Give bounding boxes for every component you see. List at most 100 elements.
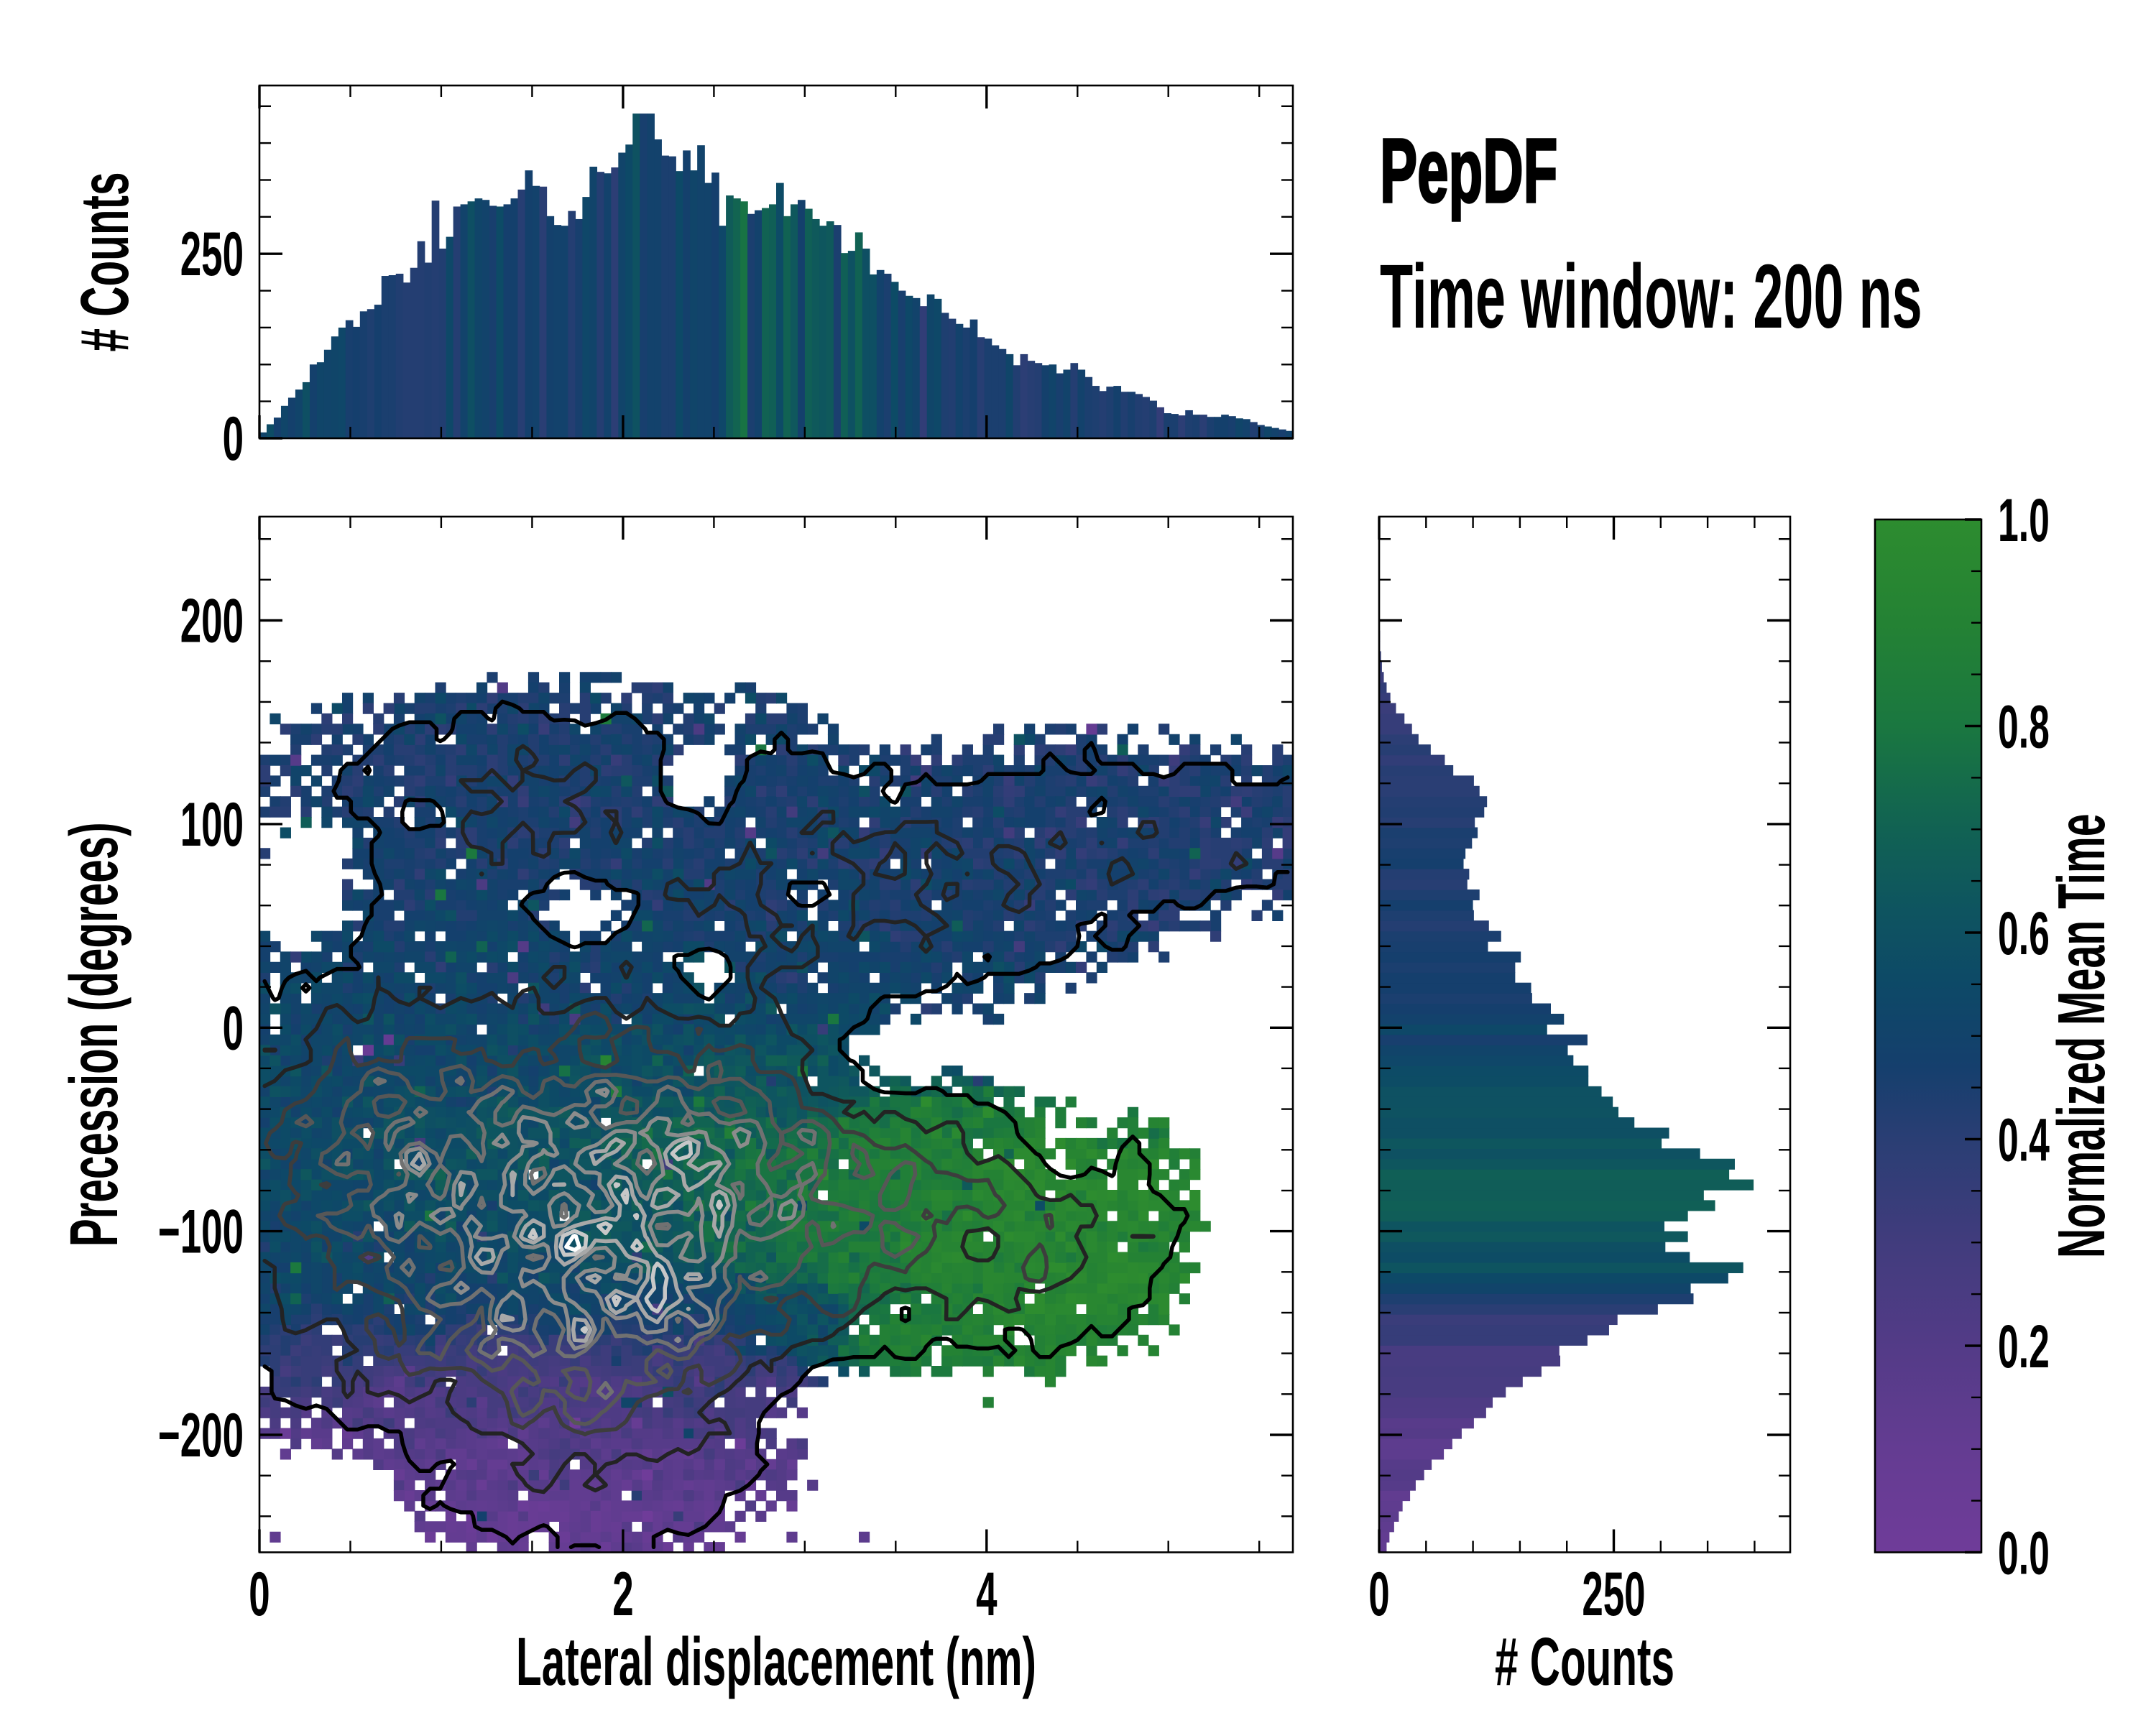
right-hist-bar [1379,1521,1394,1533]
top-hist-bar [726,195,734,438]
top-hist-bar [1156,407,1164,438]
right-hist-bar [1379,930,1501,942]
contour-level-8 [564,1234,581,1252]
right-hist-bar [1379,1334,1588,1346]
top-hist-bar [259,432,267,438]
right-hist-bar [1379,1221,1664,1232]
right-hist-bar [1379,1065,1589,1077]
top-hist-bar [367,309,375,438]
top-hist-bar [1228,416,1236,438]
right-hist-bar [1379,1366,1542,1377]
top-hist-bar [632,114,640,438]
right-hist-bar [1379,1158,1735,1170]
right-hist-bar [1379,900,1473,911]
top-hist-bar [266,424,275,438]
svg-text:0: 0 [249,1560,270,1629]
top-hist-bar [474,198,483,438]
svg-text:−100: −100 [158,1198,244,1267]
right-hist-bar [1379,1086,1602,1097]
top-hist-bar [381,276,390,438]
top-hist-bar [604,173,612,438]
top-hist-bar [618,152,626,438]
top-hist-bar [460,204,469,438]
top-hist-bar [1257,425,1265,438]
top-hist-yaxis-label: # Counts [66,172,142,352]
top-hist-bar [984,338,992,438]
right-histogram-panel [1378,515,1792,1553]
contour-level-3 [294,1060,921,1426]
heatmap-cell-layer [642,1086,1025,1357]
right-hist-bar [1379,1231,1688,1242]
colorbar-tick-label: 0.4 [1998,1106,2050,1174]
svg-text:1.0: 1.0 [1998,486,2050,554]
right-hist-bar [1379,993,1532,1004]
top-hist-bar [905,295,913,438]
right-histogram-bars [1379,630,1754,1553]
top-hist-bar [331,336,339,438]
heatmap-cell-layer [259,693,1222,1367]
right-hist-bar [1379,1024,1547,1035]
top-hist-bar [539,186,548,438]
top-hist-bar [647,114,655,438]
top-hist-bar [582,197,591,438]
right-hist-xtick-label: 0 [1368,1560,1389,1629]
colorbar-label: Normalized Mean Time [2045,813,2119,1258]
top-hist-bar [811,218,820,438]
right-hist-bar [1379,713,1405,724]
top-hist-bar [1056,373,1064,438]
svg-text:0: 0 [223,994,244,1063]
right-hist-bar [1379,1449,1445,1460]
top-hist-bar [525,170,533,438]
top-hist-bar [575,218,584,438]
top-hist-bar [934,298,942,438]
right-hist-xaxis-label: # Counts [1495,1623,1674,1699]
heatmap-cell-layer [383,1055,963,1305]
contour-level-0 [262,699,1290,1550]
right-hist-bar [1379,682,1387,693]
top-histogram-panel [258,84,1294,440]
right-hist-bar [1379,1148,1700,1160]
top-hist-ylabel-text: # Counts [66,172,142,352]
top-hist-bar [704,182,712,438]
right-hist-bar [1379,672,1384,683]
top-hist-bar [295,389,303,438]
heatmap-cell-layer [487,1531,498,1543]
right-hist-bar [1379,1179,1754,1191]
top-hist-bar [668,156,676,438]
right-hist-bar [1379,1283,1691,1294]
main-ytick-label: −100 [158,1198,244,1267]
right-hist-bar [1379,951,1521,963]
svg-text:250: 250 [1582,1560,1645,1629]
top-hist-bar [948,318,957,438]
right-hist-bar [1379,1418,1474,1429]
right-hist-bar [1379,1262,1743,1273]
svg-text:0.2: 0.2 [1998,1313,2050,1380]
right-hist-xlabel-text: # Counts [1495,1623,1674,1699]
right-hist-bar [1379,724,1412,735]
main-heatmap-panel [258,515,1294,1553]
heatmap-cell-layer [724,1117,1180,1377]
figure-subtitle: Time window: 200 ns [1380,246,1922,348]
top-hist-bar [1192,415,1200,438]
top-hist-bar [1286,430,1293,438]
right-hist-bar [1379,1469,1424,1481]
right-hist-bar [1379,1479,1416,1491]
top-hist-bar [323,349,332,438]
heatmap-cell-layer [642,1096,1128,1377]
right-hist-bar [1379,1210,1688,1221]
heatmap-cell-layer [270,724,1284,1523]
right-hist-bar [1379,785,1480,797]
top-hist-bar [352,326,361,438]
top-hist-bar [919,306,928,438]
top-hist-bar [661,155,669,438]
top-hist-bar [402,282,411,438]
top-hist-bar [969,319,978,438]
top-hist-bar [762,208,770,438]
top-hist-ytick-label: 250 [180,220,244,289]
top-hist-bar [1178,415,1186,438]
right-hist-bar [1379,1355,1561,1367]
top-hist-bar [1070,363,1079,438]
top-hist-bar [840,253,849,438]
top-hist-bar [273,417,282,438]
